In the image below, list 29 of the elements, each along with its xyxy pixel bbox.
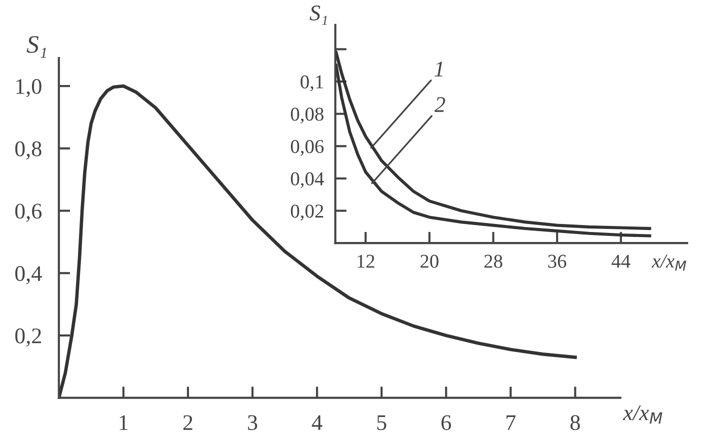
annotation: 2 (434, 97, 446, 112)
y-axis-title: S₁ (310, 6, 327, 25)
x-tick-label: 1 (120, 415, 128, 430)
x-tick-label: 6 (442, 415, 451, 430)
y-tick-label: 0,02 (290, 204, 324, 220)
x-axis-title: x/x$_{M}$ (622, 405, 662, 424)
y-tick-label: 0,1 (300, 75, 324, 92)
x-tick-label: 12 (358, 254, 374, 268)
x-tick-label: 5 (377, 415, 386, 430)
y-axis-title: S₁ (26, 36, 46, 58)
y-tick-label: 0,04 (290, 172, 324, 188)
x-tick-label: 44 (612, 254, 630, 268)
x-axis-title: x/x$_{M}$ (652, 254, 686, 271)
x-tick-label: 2 (183, 415, 192, 430)
x-tick-label: 36 (548, 254, 566, 268)
y-tick-label: 0,06 (290, 140, 324, 156)
x-tick-label: 20 (420, 254, 438, 268)
x-tick-label: 8 (570, 415, 580, 430)
x-tick-label: 3 (248, 415, 258, 430)
y-tick-label: 0,4 (15, 266, 42, 284)
x-tick-label: 4 (312, 415, 322, 430)
y-tick-label: 0,6 (15, 204, 42, 222)
x-tick-label: 7 (506, 415, 516, 430)
y-tick-label: 1,0 (16, 78, 42, 98)
x-tick-label: 28 (484, 254, 502, 268)
annotation: 1 (434, 62, 442, 76)
y-tick-label: 0,08 (290, 108, 324, 124)
y-tick-label: 0,2 (15, 328, 41, 347)
y-tick-label: 0,8 (15, 141, 42, 160)
